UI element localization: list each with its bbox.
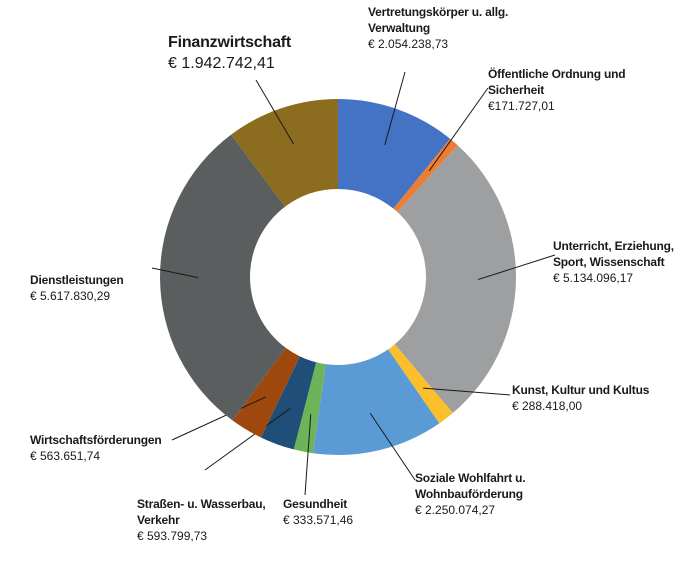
donut-slice [293, 362, 326, 454]
value-label: € 1.942.742,41 [168, 55, 275, 72]
slice-label: Straßen- u. Wasserbau, Verkehr € 593.799,… [137, 496, 272, 544]
category-name: Wirtschaftsförderungen [30, 433, 162, 447]
slice-label: Öffentliche Ordnung und Sicherheit €171.7… [488, 66, 628, 114]
leader-line [369, 412, 416, 481]
leader-line [304, 414, 312, 496]
value-label: € 2.054.238,73 [368, 37, 449, 51]
value-label: € 333.571,46 [283, 513, 354, 527]
category-name: Finanzwirtschaft [168, 34, 292, 51]
value-label: € 288.418,00 [512, 399, 583, 413]
leader-line [477, 254, 556, 281]
value-label: € 593.799,73 [137, 529, 208, 543]
slice-label: Unterricht, Erziehung, Sport, Wissenscha… [553, 238, 699, 286]
category-name: Unterricht, Erziehung, Sport, Wissenscha… [553, 239, 674, 269]
donut-slice [393, 138, 458, 212]
value-label: € 563.651,74 [30, 449, 101, 463]
value-label: € 5.134.096,17 [553, 271, 634, 285]
slice-label: Kunst, Kultur und Kultus € 288.418,00 [512, 382, 697, 414]
category-name: Vertretungskörper u. allg. Verwaltung [368, 5, 509, 35]
category-name: Dienstleistungen [30, 273, 124, 287]
leader-line [384, 71, 406, 146]
category-name: Öffentliche Ordnung und Sicherheit [488, 67, 626, 97]
value-label: €171.727,01 [488, 99, 555, 113]
donut-slice [394, 145, 516, 413]
leader-line [204, 408, 291, 471]
donut-slice [231, 99, 338, 207]
category-name: Straßen- u. Wasserbau, Verkehr [137, 497, 266, 527]
leader-line [255, 79, 295, 145]
slice-label: Gesundheit € 333.571,46 [283, 496, 393, 528]
donut-slice [232, 347, 300, 438]
donut-slice [338, 99, 451, 209]
slice-label: Finanzwirtschaft € 1.942.742,41 [168, 32, 348, 74]
leader-line [423, 387, 511, 396]
donut-slice [159, 134, 286, 421]
category-name: Soziale Wohlfahrt u. Wohnbauförderung [415, 471, 526, 501]
donut-slice [313, 349, 440, 455]
category-name: Kunst, Kultur und Kultus [512, 383, 650, 397]
leader-line [151, 267, 199, 279]
leader-line [428, 87, 489, 172]
donut-slice [388, 344, 453, 424]
donut-slice [260, 356, 317, 450]
value-label: € 2.250.074,27 [415, 503, 496, 517]
slice-label: Dienstleistungen € 5.617.830,29 [30, 272, 180, 304]
slice-label: Vertretungskörper u. allg. Verwaltung € 2… [368, 4, 518, 52]
value-label: € 5.617.830,29 [30, 289, 111, 303]
category-name: Gesundheit [283, 497, 348, 511]
slice-label: Wirtschaftsförderungen € 563.651,74 [30, 432, 200, 464]
leader-line [171, 396, 267, 441]
slice-label: Soziale Wohlfahrt u. Wohnbauförderung € 2… [415, 470, 565, 518]
